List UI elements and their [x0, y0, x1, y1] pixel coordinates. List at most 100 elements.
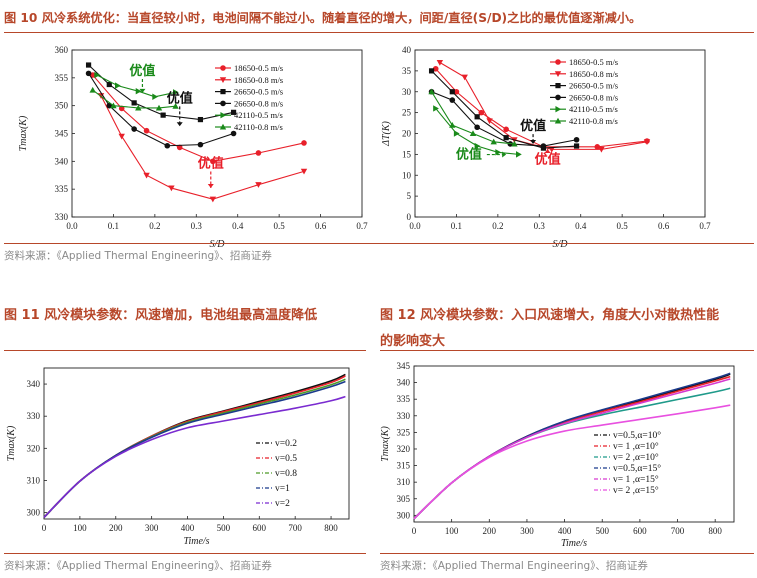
data-point [643, 139, 651, 146]
data-point [255, 182, 262, 188]
y-tick-label: 315 [397, 461, 411, 471]
plot-frame [43, 367, 350, 520]
data-point [301, 140, 307, 146]
legend-marker [555, 94, 561, 101]
fig10-title-rule [4, 32, 754, 33]
legend-label: 18650-0.8 m/s [234, 75, 283, 85]
data-point [511, 140, 518, 147]
series-line [43, 395, 346, 518]
y-tick-label: 345 [397, 361, 411, 371]
series-v-1-15- [413, 378, 731, 520]
y-tick-label: 5 [407, 191, 412, 201]
y-tick-label: 300 [397, 510, 411, 520]
data-point [474, 124, 480, 131]
y-tick-label: 330 [55, 212, 69, 222]
data-point [110, 102, 117, 109]
series-v-0-5-15- [413, 372, 731, 520]
y-axis-title: Tmax(K) [6, 425, 17, 461]
legend-marker [555, 83, 561, 89]
data-point [118, 133, 125, 140]
data-point [85, 70, 92, 77]
series-line [88, 64, 234, 121]
data-point [135, 87, 142, 95]
data-point [176, 144, 183, 151]
chart-tmax-vs-time-wind-speed: 0 100 200 300 400 500 600 700 800 300 310 320 330 340… [6, 367, 350, 547]
optimum-annotation: 优值 [198, 155, 224, 189]
data-point [495, 149, 502, 156]
data-point [135, 104, 142, 111]
data-point [115, 82, 121, 89]
y-tick-label: 25 [402, 108, 412, 118]
x-tick-label: 0 [42, 523, 47, 533]
data-point [573, 136, 580, 143]
data-point [197, 116, 204, 123]
data-point [131, 126, 137, 132]
x-tick-label: 300 [520, 526, 534, 536]
data-point [152, 93, 159, 100]
data-point [503, 135, 509, 141]
legend-entry: 18650-0.8 m/s [215, 75, 283, 85]
legend-entry: v= 1 ,α=10° [594, 441, 659, 452]
data-point [474, 142, 481, 150]
legend-marker [220, 89, 226, 95]
series-line [413, 373, 731, 520]
y-axis-title: Tmax(K) [380, 426, 391, 462]
series-line [413, 372, 731, 520]
legend-label: 26650-0.8 m/s [569, 92, 618, 102]
y-axis-title: Tmax(K) [18, 115, 29, 151]
plot-frame [71, 49, 363, 218]
series-v-2-10- [413, 387, 731, 520]
fig10-source: 资料来源：《Applied Thermal Engineering》、招商证券 [4, 250, 272, 262]
series-26650-0-5-m-s [85, 62, 237, 123]
series-line [431, 91, 577, 147]
plot-frame [413, 365, 735, 523]
y-tick-label: 340 [55, 156, 69, 166]
data-point [160, 112, 166, 118]
x-axis-title: Time/s [183, 536, 209, 547]
x-tick-label: 0.0 [66, 221, 78, 231]
legend-entry: 42110-0.8 m/s [215, 122, 283, 132]
legend-entry: 26650-0.5 m/s [550, 81, 618, 91]
y-tick-label: 325 [397, 427, 411, 437]
series-line [413, 378, 731, 520]
data-point [478, 109, 485, 116]
data-point [432, 65, 439, 72]
optimum-annotation: 优值 [520, 118, 546, 144]
fig12-title-rule [380, 350, 754, 351]
fig10-source-rule [4, 243, 754, 244]
legend-entry: 42110-0.8 m/s [550, 116, 618, 126]
data-point [436, 59, 444, 66]
y-tick-label: 10 [402, 170, 412, 180]
x-tick-label: 0.6 [658, 221, 670, 231]
x-tick-label: 700 [288, 523, 302, 533]
series-line [43, 380, 346, 518]
x-tick-label: 400 [181, 523, 195, 533]
series-line [43, 378, 346, 518]
series-42110-0-8-m-s [428, 88, 518, 147]
optimum-label: 优值 [520, 118, 546, 134]
x-tick-label: 0 [412, 526, 417, 536]
x-tick-label: 100 [73, 523, 87, 533]
fig12-title-line2: 的影响变大 [380, 334, 446, 349]
y-tick-label: 330 [397, 411, 411, 421]
series-42110-0-5-m-s [433, 105, 522, 158]
series-line [413, 404, 731, 520]
x-tick-label: 0.5 [617, 221, 629, 231]
legend-entry: v=0.8 [256, 469, 297, 479]
legend-label: v=2 [275, 499, 290, 509]
data-point [209, 196, 217, 203]
x-tick-label: 600 [253, 523, 267, 533]
y-tick-label: 335 [397, 394, 411, 404]
legend-label: v=1 [275, 484, 290, 494]
data-point [598, 146, 605, 153]
legend-label: v= 2 ,α=10° [613, 452, 659, 463]
optimum-arrow-head [176, 122, 183, 127]
legend-marker [220, 65, 226, 71]
data-point [197, 141, 204, 148]
y-tick-label: 15 [402, 149, 412, 159]
legend-entry: 26650-0.5 m/s [215, 87, 283, 97]
x-tick-label: 0.4 [575, 221, 587, 231]
legend-label: 18650-0.5 m/s [569, 57, 618, 67]
y-tick-label: 350 [55, 101, 69, 111]
optimum-annotation: 优值 [167, 90, 193, 127]
